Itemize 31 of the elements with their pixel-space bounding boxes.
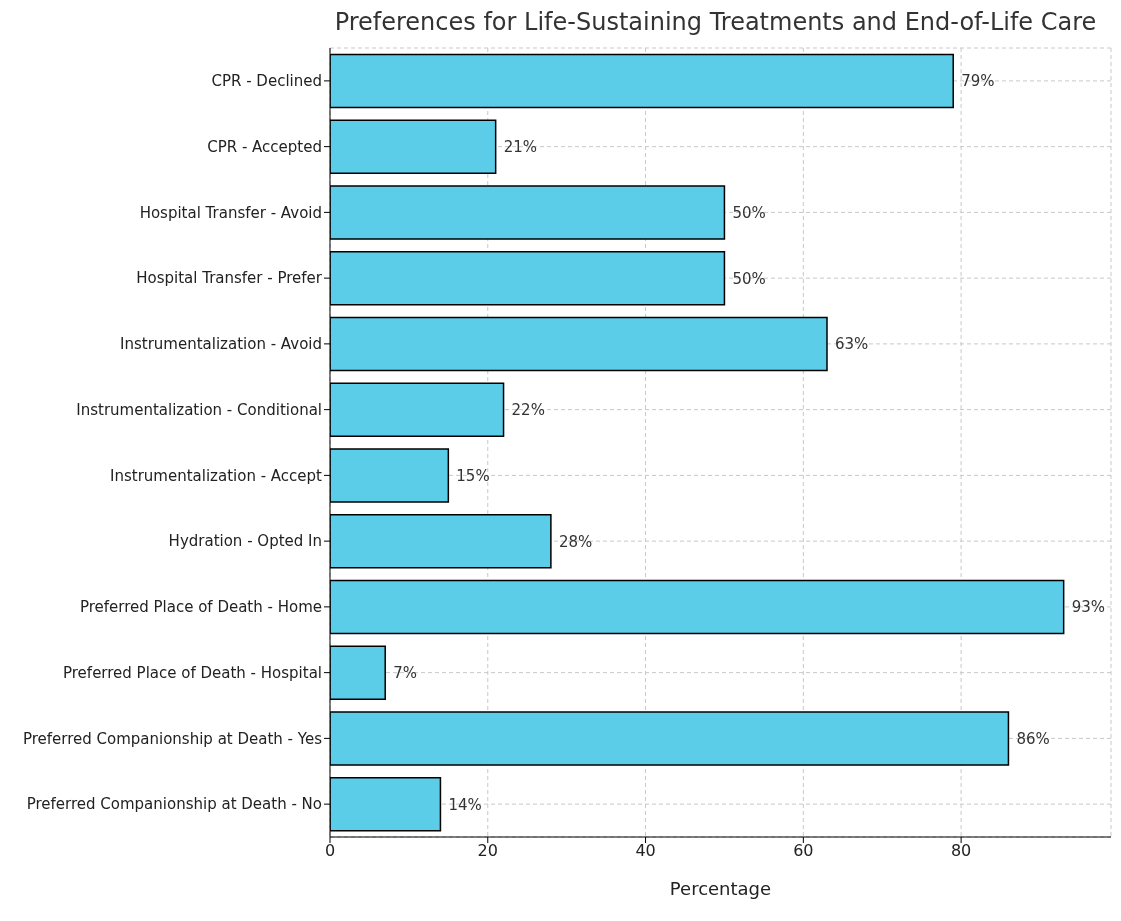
- y-tick-label: Hydration - Opted In: [168, 532, 322, 551]
- data-label: 50%: [732, 269, 766, 288]
- y-tick-label: Preferred Place of Death - Home: [79, 598, 322, 617]
- x-tick-label: 20: [477, 841, 498, 861]
- data-label: 63%: [835, 335, 869, 354]
- x-tick-label: 80: [950, 841, 972, 861]
- y-tick-label: Preferred Place of Death - Hospital: [63, 663, 322, 682]
- y-tick-label: Preferred Companionship at Death - Yes: [22, 729, 323, 748]
- x-tick-label: 60: [793, 841, 814, 861]
- y-tick-label: Instrumentalization - Avoid: [120, 335, 322, 354]
- data-label: 22%: [511, 401, 545, 420]
- chart-title: Preferences for Life-Sustaining Treatments and End-of-Life Care: [333, 8, 1098, 38]
- data-label: 50%: [732, 203, 766, 222]
- y-tick-label: Instrumentalization - Accept: [110, 466, 323, 485]
- data-label: 21%: [503, 138, 538, 157]
- x-tick-label: 40: [635, 841, 656, 861]
- y-tick-label: Preferred Companionship at Death - No: [26, 795, 322, 814]
- y-tick-label: CPR - Declined: [211, 72, 322, 91]
- data-label: 79%: [961, 72, 995, 91]
- data-label: 15%: [456, 466, 490, 485]
- data-label: 86%: [1016, 729, 1050, 748]
- y-tick-label: Hospital Transfer - Avoid: [139, 203, 322, 222]
- y-tick-label: Instrumentalization - Conditional: [76, 400, 322, 419]
- data-label: 93%: [1071, 598, 1106, 617]
- x-axis-title: Percentage: [669, 878, 772, 899]
- data-label: 7%: [393, 664, 418, 683]
- x-tick-label: 0: [324, 841, 336, 861]
- y-tick-label: CPR - Accepted: [207, 137, 322, 156]
- data-label: 28%: [558, 532, 593, 551]
- y-tick-label: Hospital Transfer - Prefer: [136, 269, 323, 288]
- data-label: 14%: [448, 795, 482, 814]
